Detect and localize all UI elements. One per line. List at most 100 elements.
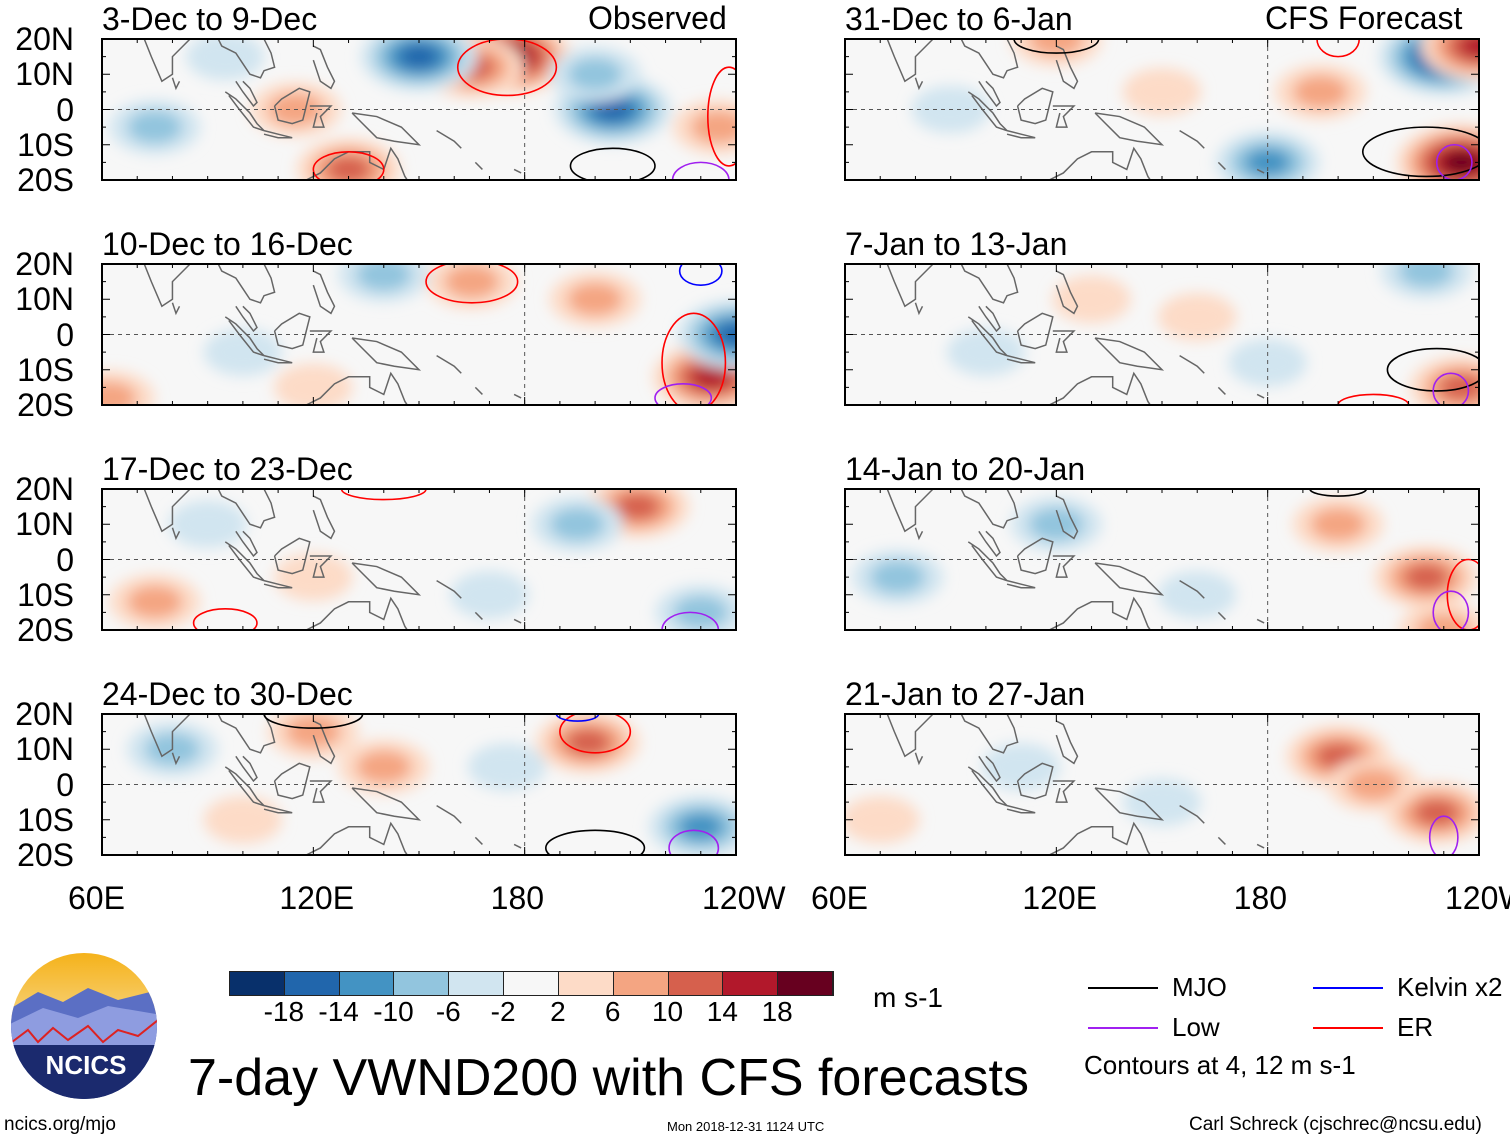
coastline [309,105,333,128]
anomaly-blob [845,795,920,844]
lon-tick-label: 180 [490,880,545,916]
footer-author: Carl Schreck (cjschrec@ncsu.edu) [1189,1114,1482,1135]
coastline [1256,618,1265,624]
panel-title: 24-Dec to 30-Dec [102,676,353,712]
coastline [273,87,311,125]
coastline [263,354,293,364]
lat-tick-label: 20N [15,471,74,507]
coastline [978,305,1001,333]
colorbar-swatch [394,972,450,995]
coastline [914,77,924,91]
contour-mjo [1013,39,1100,54]
lon-tick-label: 120E [279,880,355,916]
anomaly-blob [1403,563,1449,591]
map-panel [101,38,737,181]
lat-tick-label: 0 [56,91,74,128]
contour-er [340,489,427,501]
coastline [436,130,462,149]
lat-tick-label: 20S [17,387,74,423]
anomaly-blob [1439,374,1479,401]
footer-timestamp: Mon 2018-12-31 1124 UTC [667,1119,825,1134]
colorbar-label: 6 [604,996,621,1027]
anomaly-blob [450,570,529,619]
coastline [351,787,422,821]
coastline [474,836,483,845]
anomaly-blob [870,560,926,594]
contour-mjo [545,829,646,855]
coastline [273,537,311,575]
coastline [351,337,422,371]
contour-note: Contours at 4, 12 m s-1 [1084,1050,1356,1080]
coastline [143,39,276,83]
coastline [1256,393,1265,399]
coastline [171,752,181,766]
panel-title: 10-Dec to 16-Dec [102,226,353,262]
contour-er [456,39,558,97]
legend-line-kelvin [1313,987,1383,989]
coastline [235,80,258,108]
legend-line-er [1313,1027,1383,1029]
coastline [235,305,258,333]
map-panel [844,713,1480,856]
coastline [351,562,422,596]
coastline [312,45,336,90]
contour-low [1432,590,1470,630]
legend-label: Kelvin x2 [1397,972,1503,1002]
coastline [304,821,409,855]
coastline [513,618,522,624]
panel-title: 7-Jan to 13-Jan [845,226,1068,262]
coastline [1055,495,1079,540]
anomaly-blob [1122,68,1202,116]
anomaly-blob [565,728,611,756]
anomaly-blob [1414,799,1460,826]
lat-tick-label: 20S [17,162,74,198]
coastline [263,579,293,589]
anomaly-blob [399,45,439,69]
coastline [513,393,522,399]
observed-label: Observed [588,0,727,36]
contour-low [661,611,720,630]
coastline [1047,371,1152,405]
lat-tick-label: 0 [56,766,74,803]
contour-low [654,383,713,405]
colorbar-label: 14 [706,996,738,1027]
map-panel [844,263,1480,406]
coastline [1217,386,1226,395]
coastline [886,714,1019,758]
contour-low [1428,815,1459,855]
coastline [474,386,483,395]
coastline [1094,112,1165,146]
coastline [436,355,462,374]
map-panels [101,38,1480,856]
anomaly-blob [1158,570,1237,619]
colorbar-label: -6 [435,996,461,1027]
ncics-logo: NCICS [11,953,157,1099]
panel-title: 17-Dec to 23-Dec [102,451,353,487]
anomaly-blob [946,328,1026,376]
legend-label: Low [1172,1012,1220,1042]
coastline [1016,312,1054,350]
coastline [914,752,924,766]
anomaly-blob [274,363,353,405]
coastline [224,91,265,132]
anomaly-blob [467,743,547,791]
coastline [1006,354,1036,364]
colorbar-label: -2 [490,996,516,1027]
coastline [1016,762,1054,800]
coastline [1217,836,1226,845]
anomaly-blob [550,507,605,541]
coastline [1006,804,1036,814]
lat-tick-label: 20S [17,837,74,873]
coastline [1094,337,1165,371]
contour-er [1446,558,1479,630]
coastline [1052,105,1076,128]
anomaly-blob [1158,293,1237,341]
coastline [474,611,483,620]
anomaly-blob [186,39,265,81]
contour-mjo [1361,126,1479,178]
contour-er [707,66,736,167]
coastline [235,530,258,558]
lat-tick-label: 10N [15,56,74,93]
colorbar-label: -18 [263,996,305,1027]
anomaly-blob [567,282,623,316]
